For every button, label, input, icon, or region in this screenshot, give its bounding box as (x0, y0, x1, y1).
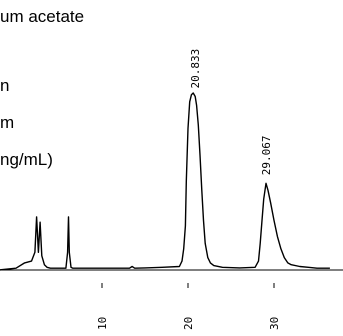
legend-line-3: m (0, 113, 15, 132)
x-tick-label-30: 30 (268, 317, 281, 330)
peak-label-1: 29.067 (260, 136, 273, 176)
legend-line-1: um acetate (0, 7, 85, 26)
peak-label-0: 20.833 (189, 49, 202, 89)
x-tick-label-20: 20 (182, 317, 195, 330)
legend-line-2: n (0, 76, 10, 95)
legend-line-4: ng/mL) (0, 150, 53, 169)
x-tick-label-10: 10 (96, 317, 109, 330)
series-line-0 (0, 92, 330, 271)
